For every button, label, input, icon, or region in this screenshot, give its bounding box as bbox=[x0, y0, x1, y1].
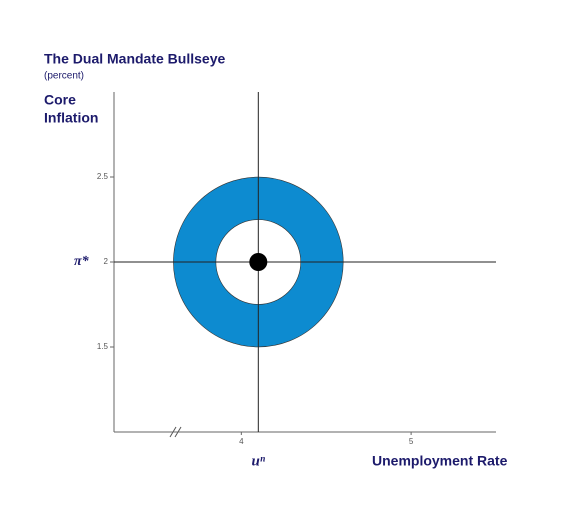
y-axis-label: Core bbox=[44, 92, 76, 108]
y-tick-label: 1.5 bbox=[97, 342, 109, 351]
y-axis-label: Inflation bbox=[44, 110, 98, 126]
x-target-label: uⁿ bbox=[252, 453, 266, 469]
target-dot bbox=[249, 253, 268, 271]
chart-subtitle: (percent) bbox=[44, 71, 84, 82]
x-axis-label: Unemployment Rate bbox=[372, 453, 508, 469]
chart-title: The Dual Mandate Bullseye bbox=[44, 51, 225, 67]
y-target-label: π* bbox=[74, 254, 90, 269]
x-tick-label: 5 bbox=[409, 437, 414, 446]
y-tick-label: 2 bbox=[104, 257, 109, 266]
x-tick-label: 4 bbox=[239, 437, 244, 446]
y-tick-label: 2.5 bbox=[97, 172, 109, 181]
